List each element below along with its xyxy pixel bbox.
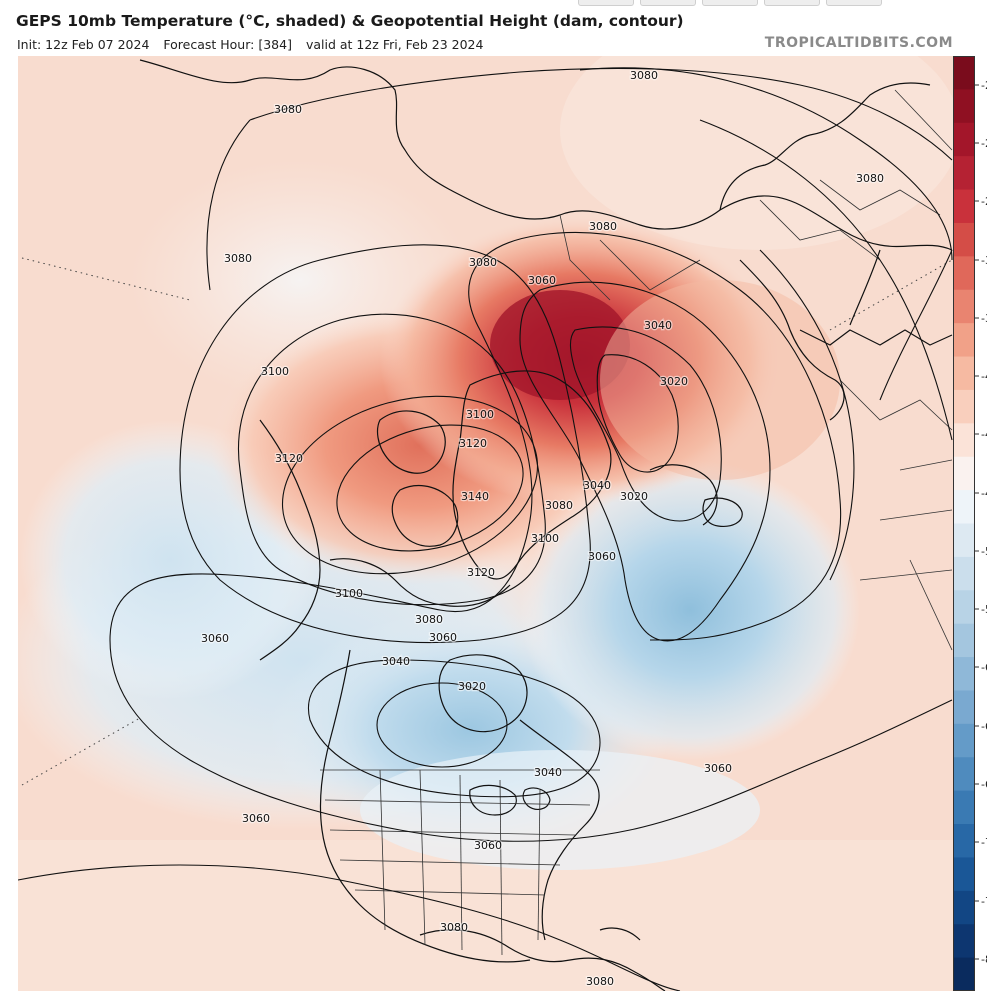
contour-label: 3100 <box>531 532 559 545</box>
contour-label: 3080 <box>224 252 252 265</box>
colorbar-label: -3 <box>981 254 987 267</box>
contour-label: 3100 <box>335 587 363 600</box>
colorbar-swatch <box>953 122 975 157</box>
contour-label: 3080 <box>469 256 497 269</box>
colorbar: -2 -2 -2 -3 -3 -4 -4 -4 -5 -5 -6 -6 -6 -7 -7 -8 <box>953 56 987 991</box>
colorbar-swatch <box>953 757 975 792</box>
political-borders <box>320 89 953 956</box>
colorbar-label: -6 <box>981 778 987 791</box>
colorbar-swatch <box>953 389 975 424</box>
colorbar-label: -5 <box>981 603 987 616</box>
contour-label: 3020 <box>660 375 688 388</box>
toolbar-button[interactable] <box>640 0 696 6</box>
contour-label: 3120 <box>459 437 487 450</box>
colorbar-label: -7 <box>981 895 987 908</box>
valid-time: valid at 12z Fri, Feb 23 2024 <box>305 37 484 52</box>
colorbar-swatch <box>953 356 975 391</box>
colorbar-swatch <box>953 523 975 558</box>
contour-label: 3100 <box>261 365 289 378</box>
colorbar-swatch <box>953 256 975 291</box>
colorbar-label: -2 <box>981 195 987 208</box>
colorbar-label: -4 <box>981 370 987 383</box>
contour-label: 3060 <box>474 839 502 852</box>
contour-label: 3080 <box>440 921 468 934</box>
contour-label: 3040 <box>583 479 611 492</box>
contour-label: 3080 <box>545 499 573 512</box>
contour-label: 3060 <box>242 812 270 825</box>
colorbar-label: -8 <box>981 953 987 966</box>
contour-label: 3040 <box>534 766 562 779</box>
contour-label: 3060 <box>588 550 616 563</box>
contour-label: 3080 <box>415 613 443 626</box>
map-title: GEPS 10mb Temperature (°C, shaded) & Geo… <box>16 12 684 30</box>
colorbar-swatch <box>953 189 975 224</box>
coastlines <box>139 59 953 991</box>
temperature-height-map: 3080 3080 3080 3080 3080 3080 3060 3040 3100 3020… <box>18 56 953 991</box>
colorbar-swatch <box>953 556 975 591</box>
colorbar-swatches <box>953 56 975 991</box>
colorbar-swatch <box>953 156 975 191</box>
colorbar-swatch <box>953 924 975 959</box>
site-brand: TROPICALTIDBITS.COM <box>764 35 953 51</box>
contour-labels: 3080 3080 3080 3080 3080 3080 3060 3040 3100 3020… <box>200 68 886 990</box>
colorbar-swatch <box>953 323 975 358</box>
colorbar-label: -6 <box>981 720 987 733</box>
colorbar-swatch <box>953 790 975 825</box>
contour-label: 3140 <box>461 490 489 503</box>
colorbar-swatch <box>953 56 975 90</box>
colorbar-label: -2 <box>981 137 987 150</box>
toolbar-button[interactable] <box>826 0 882 6</box>
colorbar-swatch <box>953 857 975 892</box>
colorbar-label: -2 <box>981 79 987 92</box>
contour-label: 3080 <box>589 220 617 233</box>
colorbar-border <box>953 56 975 991</box>
contour-label: 3040 <box>644 319 672 332</box>
colorbar-swatch <box>953 89 975 124</box>
contour-label: 3060 <box>528 274 556 287</box>
contour-label: 3100 <box>466 408 494 421</box>
colorbar-swatch <box>953 456 975 491</box>
colorbar-label: -5 <box>981 545 987 558</box>
contour-label: 3080 <box>856 172 884 185</box>
top-toolbar-buttons <box>578 0 882 6</box>
contour-label: 3060 <box>704 762 732 775</box>
contour-label: 3120 <box>467 566 495 579</box>
colorbar-swatch <box>953 690 975 725</box>
colorbar-swatch <box>953 723 975 758</box>
map-subtitle: Init: 12z Feb 07 2024 Forecast Hour: [38… <box>17 37 493 52</box>
colorbar-labels: -2 -2 -2 -3 -3 -4 -4 -4 -5 -5 -6 -6 -6 -7 -7 -8 <box>975 79 987 966</box>
colorbar-label: -4 <box>981 428 987 441</box>
colorbar-swatch <box>953 890 975 925</box>
colorbar-label: -3 <box>981 312 987 325</box>
contour-label: 3080 <box>630 69 658 82</box>
colorbar-swatch <box>953 957 975 991</box>
colorbar-swatch <box>953 657 975 691</box>
contour-label: 3040 <box>382 655 410 668</box>
colorbar-swatch <box>953 824 975 858</box>
contour-label: 3020 <box>458 680 486 693</box>
contour-label: 3060 <box>201 632 229 645</box>
contour-label: 3120 <box>275 452 303 465</box>
colorbar-swatch <box>953 623 975 658</box>
contour-label: 3020 <box>620 490 648 503</box>
contour-label: 3080 <box>274 103 302 116</box>
toolbar-button[interactable] <box>702 0 758 6</box>
graticule <box>21 257 953 786</box>
contour-label: 3080 <box>586 975 614 988</box>
colorbar-label: -7 <box>981 836 987 849</box>
colorbar-label: -4 <box>981 487 987 500</box>
colorbar-swatch <box>953 222 975 257</box>
colorbar-label: -6 <box>981 661 987 674</box>
contour-label: 3060 <box>429 631 457 644</box>
colorbar-swatch <box>953 590 975 625</box>
colorbar-swatch <box>953 423 975 458</box>
colorbar-swatch <box>953 289 975 324</box>
cool-region-atlantic <box>520 460 860 760</box>
toolbar-button[interactable] <box>764 0 820 6</box>
colorbar-swatch <box>953 490 975 524</box>
forecast-hour: Forecast Hour: [384] <box>163 37 292 52</box>
height-contours <box>18 67 953 991</box>
init-time: Init: 12z Feb 07 2024 <box>17 37 150 52</box>
toolbar-button[interactable] <box>578 0 634 6</box>
